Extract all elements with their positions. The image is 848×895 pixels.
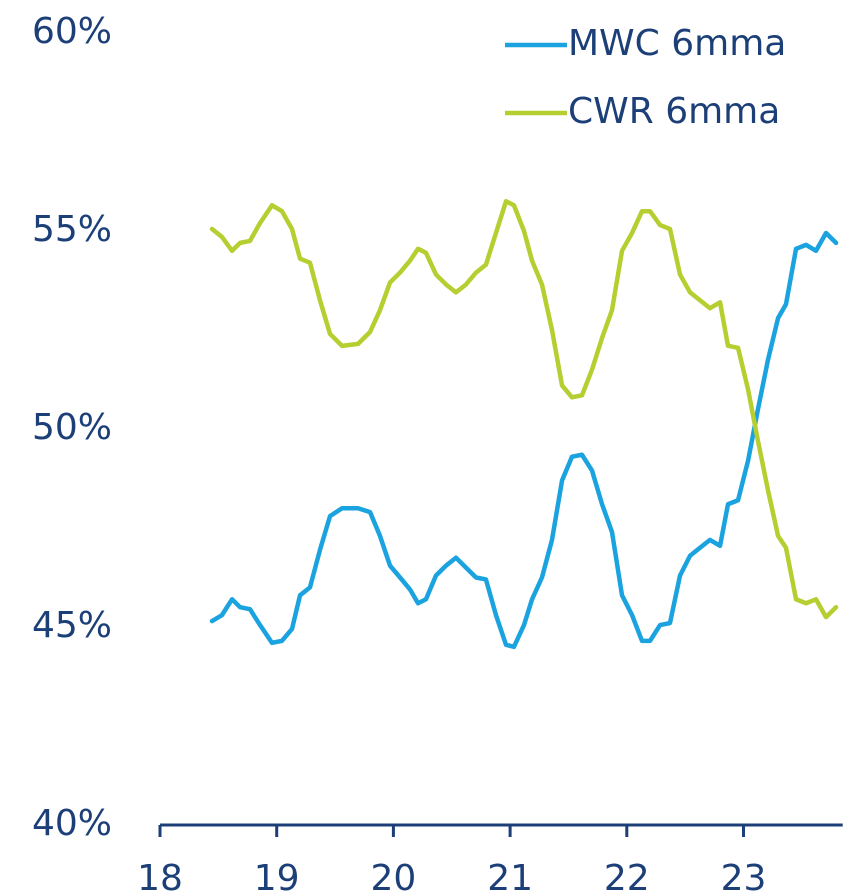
y-tick-label: 50% — [32, 407, 112, 448]
x-tick-label: 19 — [254, 858, 300, 895]
y-tick-label: 60% — [32, 11, 112, 52]
x-tick-label: 21 — [487, 858, 533, 895]
x-tick-label: 23 — [721, 858, 767, 895]
x-tick-label: 22 — [604, 858, 650, 895]
legend-label: MWC 6mma — [568, 23, 786, 64]
y-tick-label: 45% — [32, 605, 112, 646]
x-tick-label: 20 — [370, 858, 416, 895]
legend-label: CWR 6mma — [568, 91, 780, 132]
line-series — [209, 199, 839, 620]
line-series — [209, 230, 839, 650]
y-tick-label: 55% — [32, 209, 112, 250]
x-tick-label: 18 — [137, 858, 183, 895]
y-tick-label: 40% — [32, 803, 112, 844]
